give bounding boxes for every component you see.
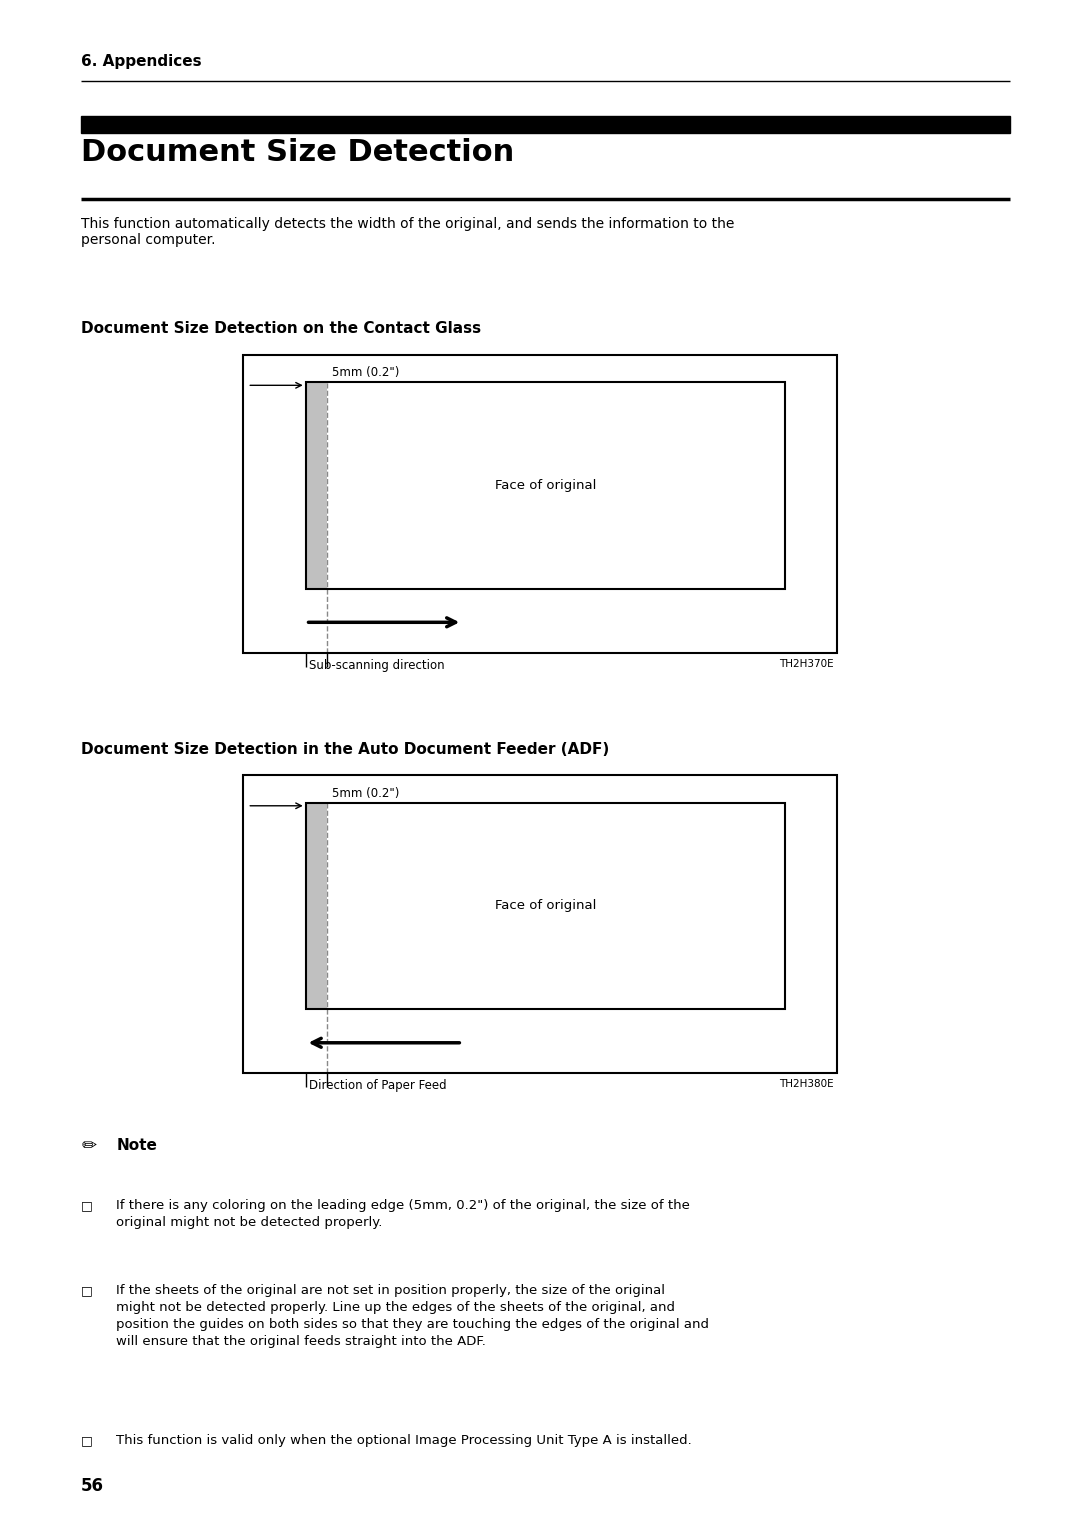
Text: 5mm (0.2"): 5mm (0.2"): [332, 786, 399, 800]
Text: If there is any coloring on the leading edge (5mm, 0.2") of the original, the si: If there is any coloring on the leading …: [116, 1199, 689, 1229]
Text: If the sheets of the original are not set in position properly, the size of the : If the sheets of the original are not se…: [116, 1284, 708, 1349]
Bar: [306, 382, 327, 589]
Text: ✏: ✏: [81, 1138, 96, 1156]
Text: Document Size Detection on the Contact Glass: Document Size Detection on the Contact G…: [81, 321, 481, 336]
Text: 5mm (0.2"): 5mm (0.2"): [332, 365, 399, 379]
Text: Direction of Paper Feed: Direction of Paper Feed: [309, 1079, 446, 1093]
Text: □: □: [81, 1434, 93, 1448]
Text: Face of original: Face of original: [495, 899, 596, 913]
Text: TH2H380E: TH2H380E: [779, 1079, 834, 1090]
Bar: [81, 116, 1010, 133]
Bar: [243, 355, 837, 653]
Text: 6. Appendices: 6. Appendices: [81, 54, 202, 69]
Bar: [306, 803, 785, 1009]
Bar: [306, 382, 785, 589]
Text: This function is valid only when the optional Image Processing Unit Type A is in: This function is valid only when the opt…: [116, 1434, 691, 1448]
Text: Sub-scanning direction: Sub-scanning direction: [309, 659, 445, 673]
Text: □: □: [81, 1284, 93, 1298]
Text: Note: Note: [117, 1138, 158, 1153]
Text: 56: 56: [81, 1477, 104, 1495]
Text: Face of original: Face of original: [495, 479, 596, 492]
Bar: [306, 803, 327, 1009]
Text: Document Size Detection: Document Size Detection: [81, 138, 514, 167]
Text: This function automatically detects the width of the original, and sends the inf: This function automatically detects the …: [81, 217, 734, 248]
Text: TH2H370E: TH2H370E: [779, 659, 834, 670]
Text: □: □: [81, 1199, 93, 1212]
Bar: [243, 775, 837, 1073]
Text: Document Size Detection in the Auto Document Feeder (ADF): Document Size Detection in the Auto Docu…: [81, 742, 609, 757]
